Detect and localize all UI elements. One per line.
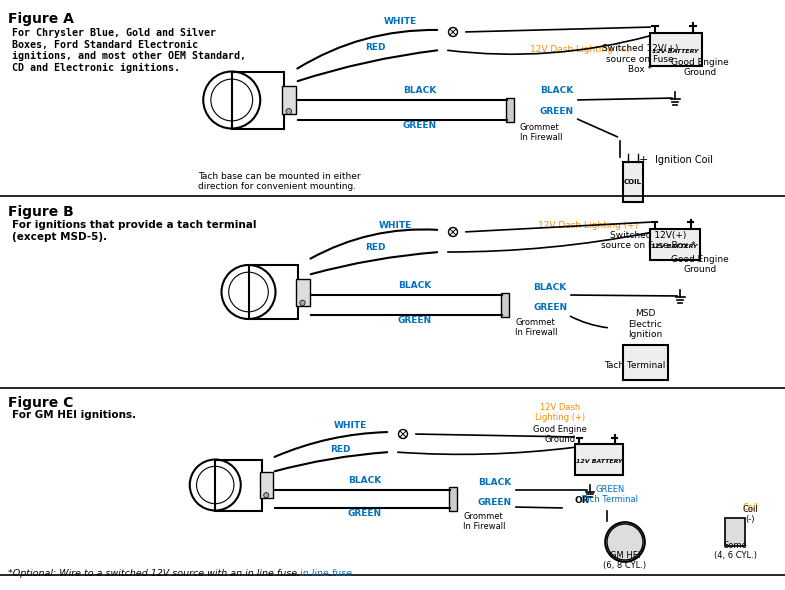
Text: For Chrysler Blue, Gold and Silver
Boxes, Ford Standard Electronic
ignitions, an: For Chrysler Blue, Gold and Silver Boxes… [12,28,246,73]
Text: BLACK: BLACK [540,86,573,95]
Text: GREEN: GREEN [533,303,567,312]
Text: WHITE: WHITE [383,17,417,26]
Bar [575,444,623,474]
Bar [650,228,699,260]
Text: Good Engine
Ground: Good Engine Ground [533,425,587,444]
Bar [725,518,745,546]
Text: Good Engine
Ground: Good Engine Ground [671,58,729,77]
Text: 12V Dash
Lighting (+): 12V Dash Lighting (+) [535,402,585,422]
Text: BLACK: BLACK [533,283,566,292]
Text: WHITE: WHITE [378,221,411,230]
Text: GM HEI
(6, 8 CYL.): GM HEI (6, 8 CYL.) [604,550,647,570]
Text: Figure A: Figure A [8,12,74,26]
Text: Switched 12V(+)
source on Fuse
Box *: Switched 12V(+) source on Fuse Box * [602,44,678,74]
Circle shape [300,300,305,306]
Text: Figure B: Figure B [8,205,74,219]
Bar [232,71,284,129]
Text: Tach base can be mounted in either
direction for convenient mounting.: Tach base can be mounted in either direc… [198,172,360,191]
Bar [623,345,668,380]
Text: RED: RED [365,243,385,252]
Text: -: - [624,157,628,167]
Text: GREEN: GREEN [403,121,437,130]
Text: RED: RED [365,43,385,52]
Bar [215,460,262,510]
Text: 12V BATTERY: 12V BATTERY [651,244,698,249]
Text: GREEN
Tach Terminal: GREEN Tach Terminal [582,484,638,504]
Circle shape [264,493,268,498]
Text: Coil
(-): Coil (-) [742,504,758,524]
Text: Grommet
In Firewall: Grommet In Firewall [520,123,563,142]
Text: For GM HEI ignitions.: For GM HEI ignitions. [12,410,136,420]
Text: RED: RED [330,445,350,454]
Text: Figure C: Figure C [8,396,73,410]
Text: WHITE: WHITE [334,421,367,430]
Bar [282,86,297,114]
Circle shape [605,522,644,562]
Text: Tach Terminal: Tach Terminal [604,361,666,370]
Text: *Optional: Wire to a switched 12V source with an in line fuse.: *Optional: Wire to a switched 12V source… [8,569,300,578]
Bar [261,472,273,498]
Text: Ignition Coil: Ignition Coil [655,155,713,165]
Text: +: + [638,155,648,165]
Text: Grommet
In Firewall: Grommet In Firewall [463,512,506,532]
Text: in line fuse: in line fuse [300,569,352,578]
Bar [650,33,703,66]
Circle shape [286,109,291,114]
Text: BLACK: BLACK [349,476,382,485]
Text: Good Engine
Ground: Good Engine Ground [671,255,729,274]
Text: GREEN: GREEN [540,107,574,116]
Text: Grommet
In Firewall: Grommet In Firewall [515,318,557,337]
Text: BLACK: BLACK [398,281,432,290]
Text: 12V BATTERY: 12V BATTERY [652,49,699,54]
Text: 12V Dash Lighting (+): 12V Dash Lighting (+) [538,221,638,230]
Text: GREEN: GREEN [478,498,512,507]
Text: COIL: COIL [624,179,642,185]
Text: BLACK: BLACK [478,478,511,487]
Text: GREEN: GREEN [348,509,382,518]
Text: Coil: Coil [742,503,758,512]
Text: 12V BATTERY: 12V BATTERY [575,459,622,464]
Text: MSD
Electric
Ignition: MSD Electric Ignition [628,309,662,339]
Bar [501,293,509,317]
Text: GREEN: GREEN [398,316,432,325]
Bar [449,487,457,511]
Text: Some
(4, 6 CYL.): Some (4, 6 CYL.) [714,540,757,560]
Text: OR: OR [575,496,590,505]
Text: For ignitions that provide a tach terminal
(except MSD-5).: For ignitions that provide a tach termin… [12,220,257,241]
Bar [249,265,298,319]
Bar [506,98,514,122]
Text: BLACK: BLACK [403,86,436,95]
Bar [623,162,643,202]
Bar [296,278,310,306]
Text: Switched 12V(+)
source on Fuse Box *: Switched 12V(+) source on Fuse Box * [601,231,696,250]
Text: 12V Dash Lighting (+): 12V Dash Lighting (+) [530,45,630,54]
